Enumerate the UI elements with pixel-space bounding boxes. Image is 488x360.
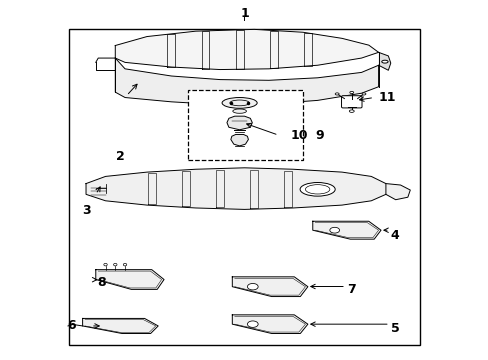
Polygon shape bbox=[385, 184, 409, 200]
Ellipse shape bbox=[381, 60, 387, 63]
Polygon shape bbox=[86, 168, 385, 210]
Text: 10: 10 bbox=[290, 129, 308, 142]
Ellipse shape bbox=[334, 93, 338, 95]
Polygon shape bbox=[230, 134, 248, 146]
Ellipse shape bbox=[232, 109, 246, 113]
Ellipse shape bbox=[329, 227, 339, 233]
Ellipse shape bbox=[349, 91, 353, 94]
Polygon shape bbox=[96, 270, 163, 289]
Ellipse shape bbox=[123, 264, 126, 266]
Ellipse shape bbox=[361, 93, 365, 95]
Text: 1: 1 bbox=[240, 7, 248, 20]
Text: 5: 5 bbox=[390, 322, 399, 335]
Ellipse shape bbox=[113, 264, 117, 266]
Text: 11: 11 bbox=[378, 91, 395, 104]
Ellipse shape bbox=[300, 183, 334, 196]
Polygon shape bbox=[226, 116, 252, 130]
Ellipse shape bbox=[103, 264, 107, 266]
Text: 2: 2 bbox=[116, 150, 124, 163]
Polygon shape bbox=[82, 319, 158, 333]
Text: 3: 3 bbox=[81, 204, 90, 217]
Text: 7: 7 bbox=[346, 283, 355, 296]
Polygon shape bbox=[232, 315, 307, 333]
Text: 9: 9 bbox=[315, 129, 323, 142]
Bar bbox=[69, 30, 419, 345]
FancyBboxPatch shape bbox=[341, 96, 361, 108]
Text: 6: 6 bbox=[67, 319, 76, 332]
Polygon shape bbox=[312, 221, 380, 239]
Text: 4: 4 bbox=[390, 229, 399, 242]
FancyBboxPatch shape bbox=[188, 90, 303, 160]
Polygon shape bbox=[378, 52, 390, 70]
Text: 8: 8 bbox=[97, 276, 105, 289]
Ellipse shape bbox=[222, 98, 257, 108]
Ellipse shape bbox=[348, 110, 353, 112]
Ellipse shape bbox=[247, 321, 258, 327]
Polygon shape bbox=[115, 58, 378, 105]
Ellipse shape bbox=[247, 283, 258, 290]
Polygon shape bbox=[232, 277, 307, 297]
Polygon shape bbox=[115, 30, 378, 69]
